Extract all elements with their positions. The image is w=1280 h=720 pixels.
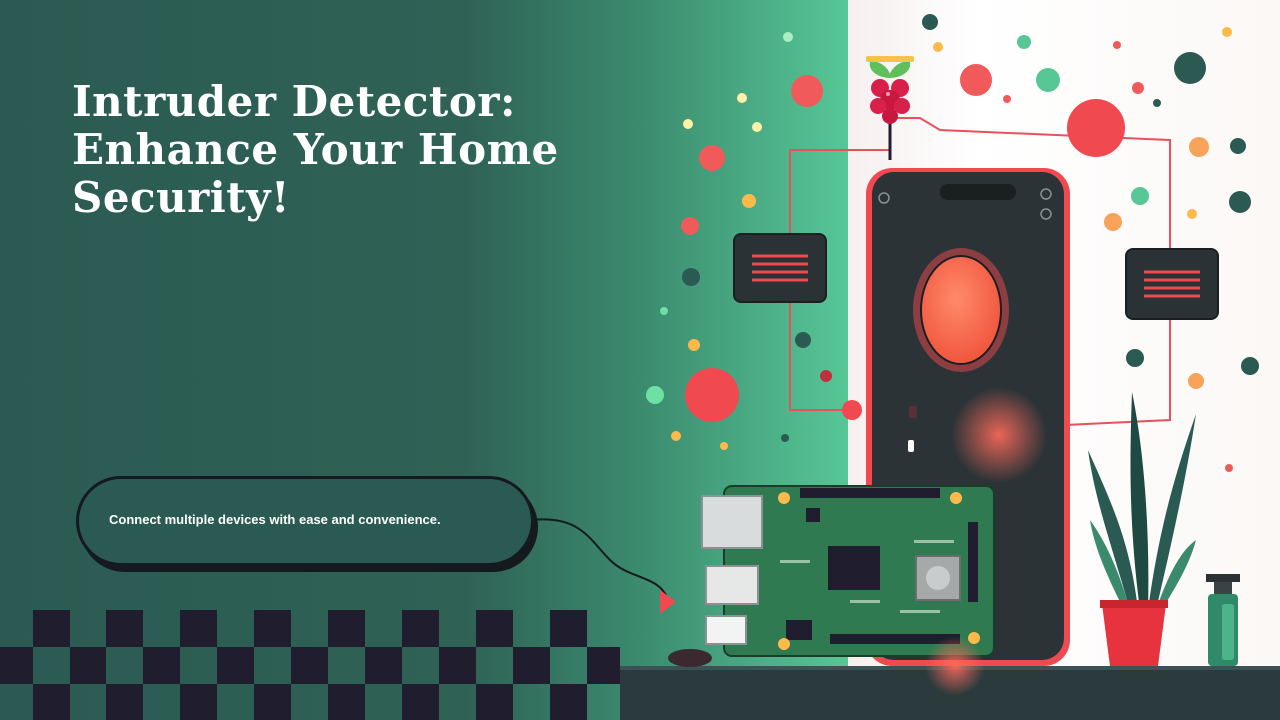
vial-icon bbox=[1206, 574, 1240, 666]
page-title: Intruder Detector: Enhance Your Home Sec… bbox=[72, 77, 559, 222]
checker-pattern bbox=[0, 610, 620, 720]
chip-module-icon bbox=[1125, 248, 1219, 320]
callout-wire bbox=[531, 518, 669, 601]
circuit-board-icon bbox=[701, 485, 995, 657]
wire-arrow bbox=[660, 590, 676, 614]
wires bbox=[789, 117, 1171, 426]
callout-pill: Connect multiple devices with ease and c… bbox=[76, 476, 534, 566]
raspberry-logo-icon bbox=[866, 56, 914, 160]
decorative-dots bbox=[646, 14, 1259, 472]
callout-text: Connect multiple devices with ease and c… bbox=[109, 512, 441, 527]
plant-icon bbox=[1088, 392, 1196, 666]
chip-module-icon bbox=[733, 233, 827, 303]
